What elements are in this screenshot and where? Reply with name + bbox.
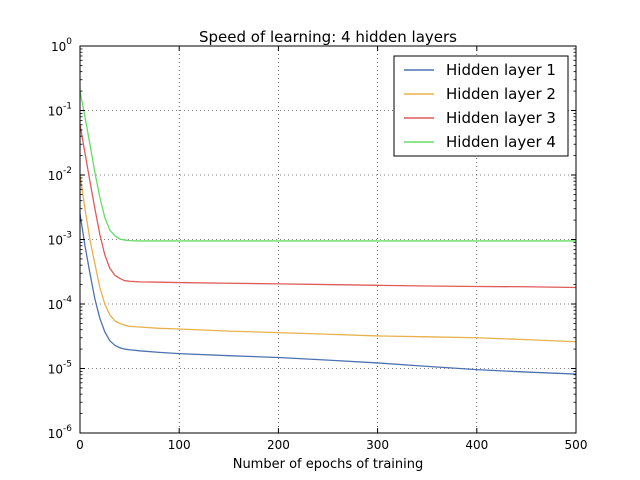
- series-line-hidden-layer-1: [79, 213, 577, 375]
- legend-label: Hidden layer 4: [446, 133, 556, 151]
- x-tick-label: 200: [267, 438, 290, 452]
- legend-box: [393, 55, 569, 157]
- x-tick-label: 500: [565, 438, 588, 452]
- axis-ticks: 0 100 200 300 400 500 10-6 10-5 10-4 10-3 10-2 10-1…: [48, 37, 588, 452]
- series-lines: [79, 90, 577, 375]
- chart-title: Speed of learning: 4 hidden layers: [199, 28, 457, 46]
- x-axis-title: Number of epochs of training: [233, 457, 424, 472]
- y-tick-label: 10-4: [48, 295, 73, 312]
- series-line-hidden-layer-2: [79, 174, 577, 343]
- series-line-hidden-layer-3: [79, 124, 577, 289]
- series-line-hidden-layer-4: [79, 90, 576, 242]
- x-tick-label: 400: [465, 438, 488, 452]
- y-tick-label: 10-2: [48, 166, 72, 183]
- y-tick-label: 10-6: [48, 424, 73, 441]
- legend: Hidden layer 1 Hidden layer 2 Hidden layer…: [393, 55, 569, 157]
- x-tick-label: 100: [168, 438, 191, 452]
- x-tick-label: 300: [366, 438, 389, 452]
- legend-label: Hidden layer 2: [446, 85, 556, 103]
- y-tick-label: 100: [51, 37, 72, 54]
- legend-label: Hidden layer 1: [446, 61, 556, 79]
- y-tick-label: 10-5: [48, 360, 72, 377]
- legend-label: Hidden layer 3: [446, 109, 556, 127]
- y-tick-label: 10-1: [48, 102, 72, 119]
- y-tick-label: 10-3: [48, 231, 72, 248]
- x-tick-label: 0: [76, 438, 84, 452]
